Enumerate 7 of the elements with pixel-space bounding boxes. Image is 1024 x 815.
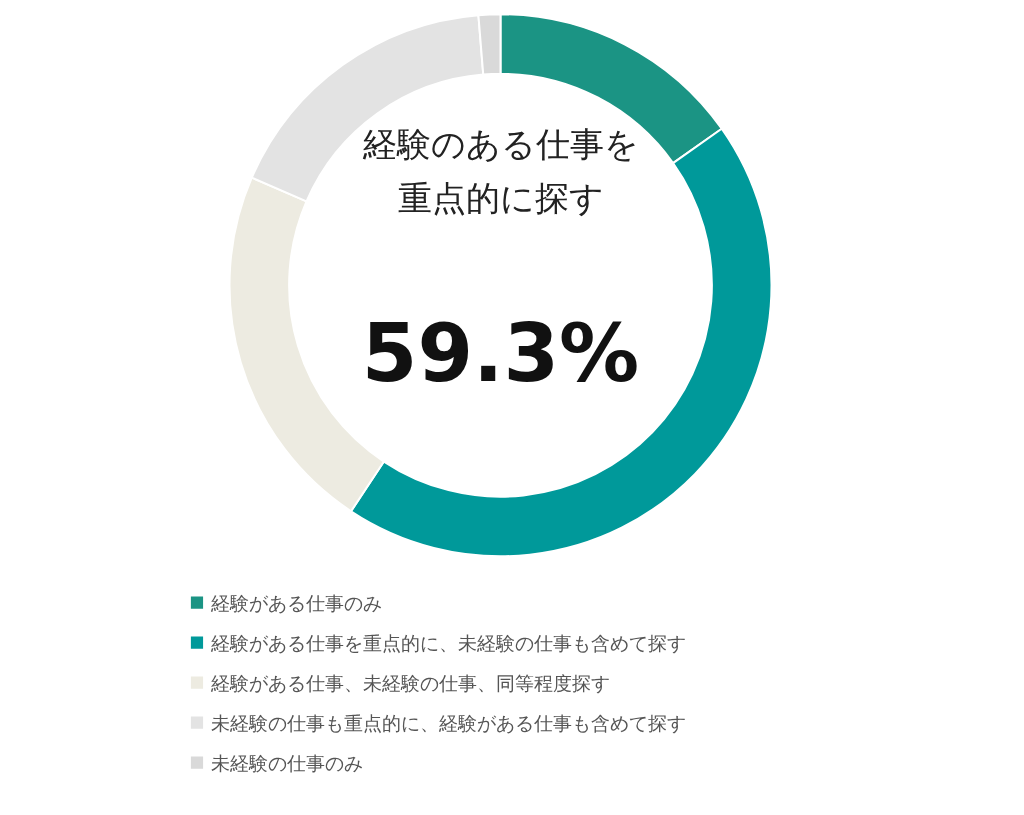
legend-label: 未経験の仕事も重点的に、経験がある仕事も含めて探す	[210, 711, 686, 734]
legend-label: 経験がある仕事を重点的に、未経験の仕事も含めて探す	[209, 631, 686, 654]
legend-label: 経験がある仕事、未経験の仕事、同等程度探す	[209, 671, 610, 694]
text: 59.3%	[361, 306, 640, 400]
legend-label: 未経験の仕事のみ	[210, 751, 363, 774]
legend-label: 経験がある仕事のみ	[209, 591, 382, 614]
text: 経験のある仕事を重点的に探す	[361, 124, 639, 219]
